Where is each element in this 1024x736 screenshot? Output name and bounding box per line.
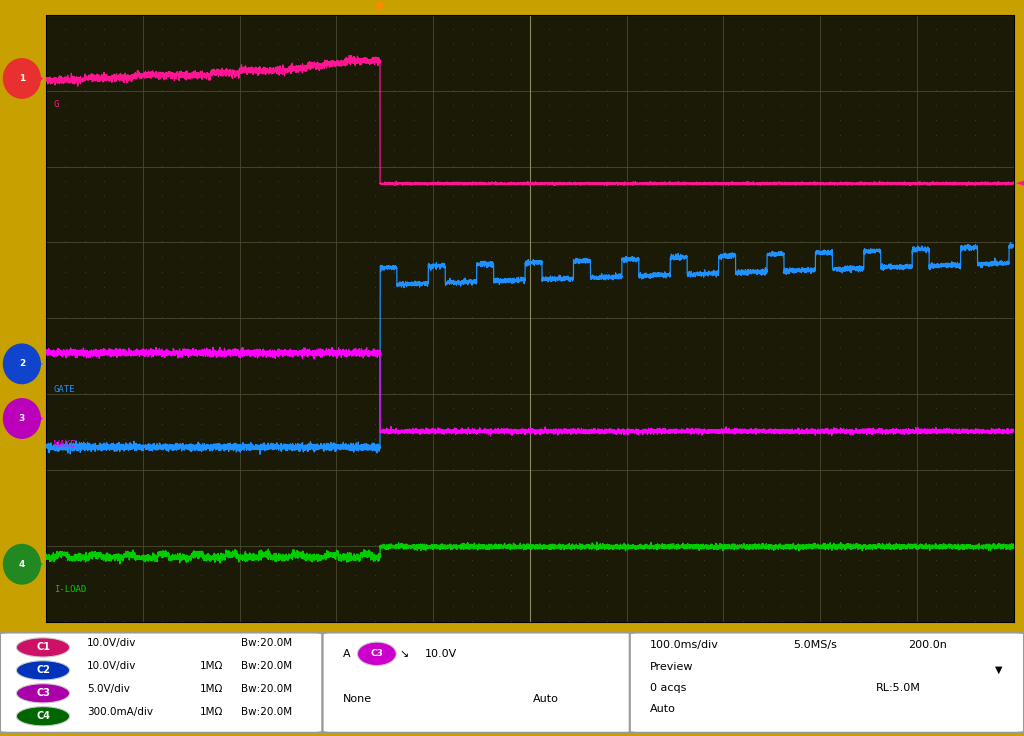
Text: 1: 1	[18, 74, 25, 83]
Ellipse shape	[3, 344, 40, 383]
Text: I-LOAD: I-LOAD	[54, 586, 86, 595]
Text: ▼: ▼	[375, 1, 385, 13]
Text: C3: C3	[36, 688, 50, 698]
Text: Bᴡ:20.0M: Bᴡ:20.0M	[241, 638, 292, 648]
Text: None: None	[343, 693, 372, 704]
Text: 1MΩ: 1MΩ	[200, 684, 223, 694]
Ellipse shape	[3, 545, 40, 584]
Text: ▼: ▼	[994, 665, 1002, 675]
Text: 1MΩ: 1MΩ	[200, 707, 223, 717]
FancyBboxPatch shape	[0, 632, 323, 733]
Ellipse shape	[16, 661, 70, 680]
Ellipse shape	[3, 399, 40, 438]
Text: 4: 4	[18, 560, 25, 569]
Text: C1: C1	[36, 643, 50, 652]
Text: $\searrow$: $\searrow$	[397, 648, 410, 659]
Text: G: G	[54, 100, 59, 109]
Text: 0 acqs: 0 acqs	[650, 683, 687, 693]
Text: 5.0MS/s: 5.0MS/s	[794, 640, 838, 651]
Text: C2: C2	[36, 665, 50, 676]
Text: 200.0n: 200.0n	[908, 640, 947, 651]
Ellipse shape	[3, 59, 40, 98]
Text: 10.0V/div: 10.0V/div	[87, 638, 136, 648]
FancyBboxPatch shape	[323, 632, 635, 733]
Ellipse shape	[16, 684, 70, 703]
Text: ◄: ◄	[1016, 179, 1024, 188]
Text: 100.0ms/div: 100.0ms/div	[650, 640, 719, 651]
Text: 300.0mA/div: 300.0mA/div	[87, 707, 153, 717]
Ellipse shape	[357, 642, 396, 665]
Text: Bᴡ:20.0M: Bᴡ:20.0M	[241, 707, 292, 717]
Ellipse shape	[16, 707, 70, 726]
Text: 5.0V/div: 5.0V/div	[87, 684, 130, 694]
Text: Bᴡ:20.0M: Bᴡ:20.0M	[241, 684, 292, 694]
Text: A: A	[343, 649, 350, 659]
Text: GATE: GATE	[54, 385, 76, 394]
Text: 1MΩ: 1MΩ	[200, 661, 223, 671]
Text: Auto: Auto	[532, 693, 558, 704]
Text: Bᴡ:20.0M: Bᴡ:20.0M	[241, 661, 292, 671]
Text: C3: C3	[371, 649, 383, 658]
Text: 10.0V/div: 10.0V/div	[87, 661, 136, 671]
FancyBboxPatch shape	[630, 632, 1024, 733]
Text: 10.0V: 10.0V	[425, 649, 457, 659]
Text: Auto: Auto	[650, 704, 676, 715]
Text: Preview: Preview	[650, 662, 693, 672]
Ellipse shape	[16, 638, 70, 657]
Text: RL:5.0M: RL:5.0M	[876, 683, 921, 693]
Text: C4: C4	[36, 711, 50, 721]
Text: 2: 2	[18, 359, 25, 368]
Text: WAKE: WAKE	[54, 439, 76, 449]
Text: 3: 3	[18, 414, 25, 423]
